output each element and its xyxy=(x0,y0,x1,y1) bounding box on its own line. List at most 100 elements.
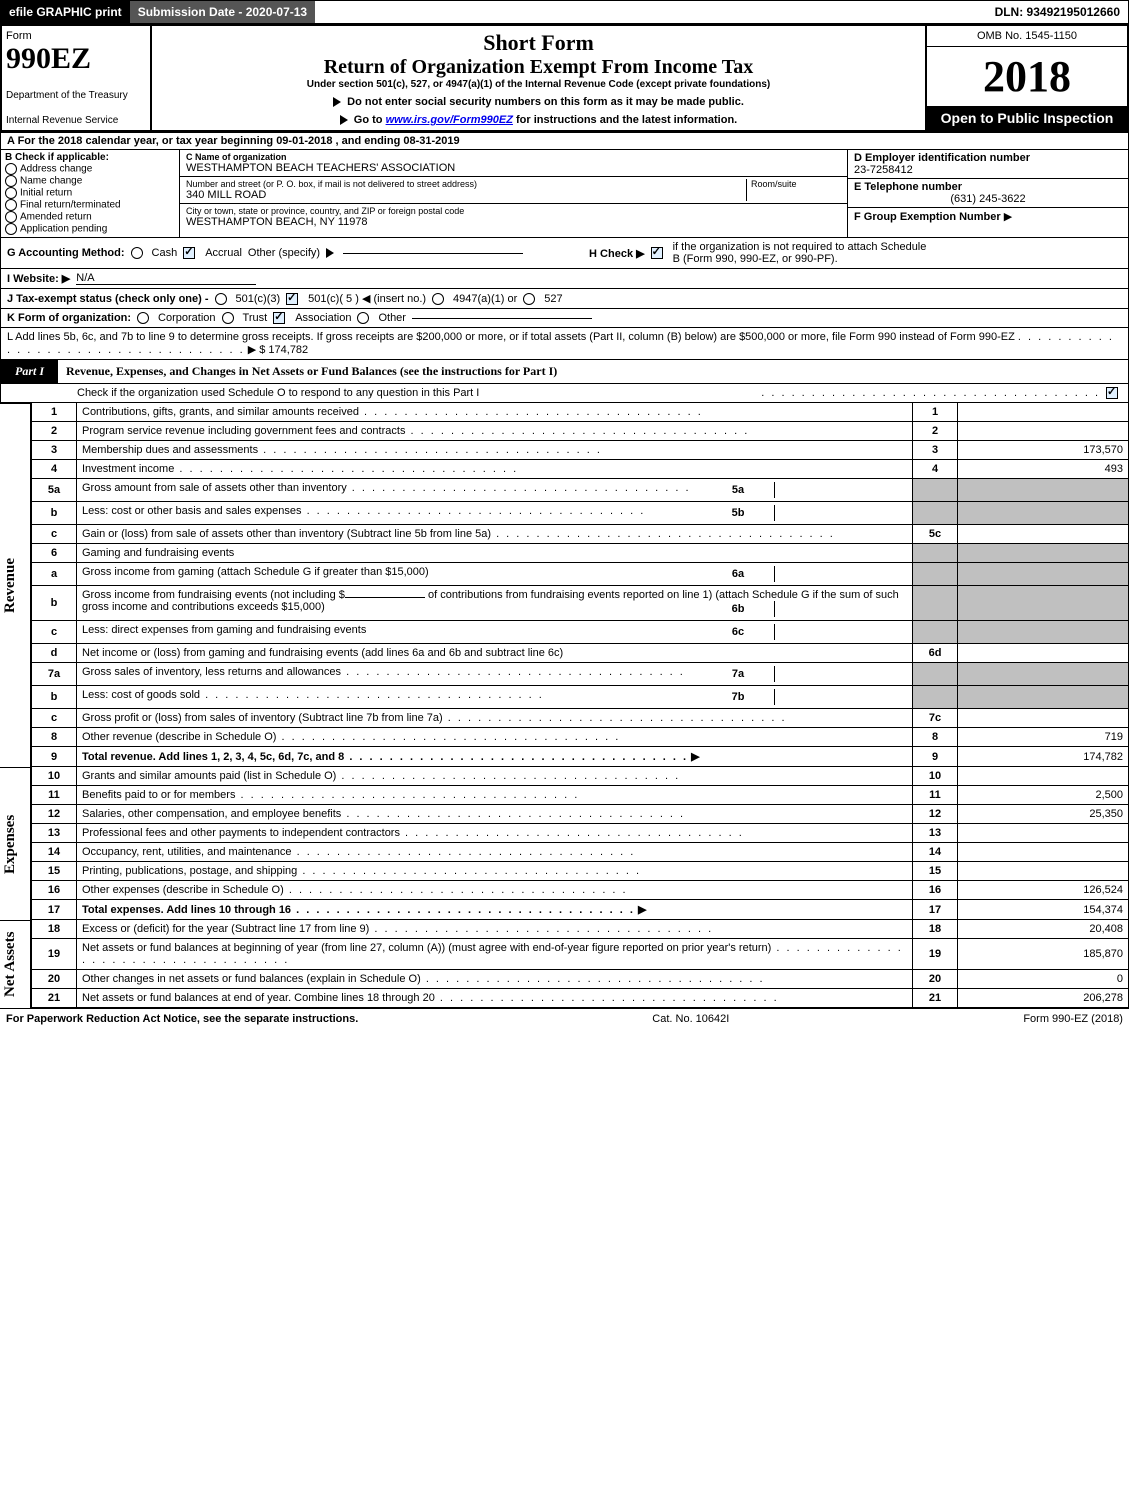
line-4-amt: 493 xyxy=(958,460,1129,479)
line-21: 21Net assets or fund balances at end of … xyxy=(32,989,1129,1008)
line-2: 2Program service revenue including gover… xyxy=(32,422,1129,441)
line-3-amt: 173,570 xyxy=(958,441,1129,460)
box-l: L Add lines 5b, 6c, and 7b to line 9 to … xyxy=(0,328,1129,360)
line-6d: dNet income or (loss) from gaming and fu… xyxy=(32,644,1129,663)
k-corp-radio[interactable] xyxy=(137,312,149,324)
j-501c3-radio[interactable] xyxy=(215,293,227,305)
box-c: C Name of organization WESTHAMPTON BEACH… xyxy=(180,150,848,237)
line-19-amt: 185,870 xyxy=(958,939,1129,970)
line-7c: cGross profit or (loss) from sales of in… xyxy=(32,709,1129,728)
line-12-amt: 25,350 xyxy=(958,805,1129,824)
address-change-checkbox[interactable] xyxy=(5,163,17,175)
box-i: I Website: ▶ N/A xyxy=(0,269,1129,289)
initial-return-checkbox[interactable] xyxy=(5,187,17,199)
box-j: J Tax-exempt status (check only one) - 5… xyxy=(0,289,1129,309)
top-bar: efile GRAPHIC print Submission Date - 20… xyxy=(0,0,1129,24)
line-20-amt: 0 xyxy=(958,970,1129,989)
line-5a: 5aGross amount from sale of assets other… xyxy=(32,479,1129,502)
line-17-amt: 154,374 xyxy=(958,900,1129,920)
arrow-icon xyxy=(333,97,341,107)
header-subtitle: Under section 501(c), 527, or 4947(a)(1)… xyxy=(156,79,921,90)
k-other-radio[interactable] xyxy=(357,312,369,324)
name-change-checkbox[interactable] xyxy=(5,175,17,187)
org-address: 340 MILL ROAD xyxy=(186,189,746,201)
irs-label: Internal Revenue Service xyxy=(6,115,146,126)
line-5c: cGain or (loss) from sale of assets othe… xyxy=(32,525,1129,544)
k-trust-radio[interactable] xyxy=(222,312,234,324)
cash-radio[interactable] xyxy=(131,247,143,259)
room-suite: Room/suite xyxy=(746,179,841,201)
line-10: 10Grants and similar amounts paid (list … xyxy=(32,767,1129,786)
short-form-title: Short Form xyxy=(156,30,921,56)
line-3: 3Membership dues and assessments3173,570 xyxy=(32,441,1129,460)
line-20: 20Other changes in net assets or fund ba… xyxy=(32,970,1129,989)
line-8-amt: 719 xyxy=(958,728,1129,747)
website-value: N/A xyxy=(76,272,256,285)
k-assoc-checkbox[interactable] xyxy=(273,312,285,324)
line-9: 9Total revenue. Add lines 1, 2, 3, 4, 5c… xyxy=(32,747,1129,767)
cat-number: Cat. No. 10642I xyxy=(652,1013,729,1025)
open-to-public: Open to Public Inspection xyxy=(927,106,1127,130)
dln: DLN: 93492195012660 xyxy=(987,1,1128,23)
note-no-ssn: Do not enter social security numbers on … xyxy=(347,96,744,108)
j-4947-radio[interactable] xyxy=(432,293,444,305)
amended-return-checkbox[interactable] xyxy=(5,211,17,223)
application-pending-checkbox[interactable] xyxy=(5,223,17,235)
box-k: K Form of organization: Corporation Trus… xyxy=(0,309,1129,328)
line-18-amt: 20,408 xyxy=(958,920,1129,939)
line-14: 14Occupancy, rent, utilities, and mainte… xyxy=(32,843,1129,862)
arrow-icon xyxy=(340,115,348,125)
j-501c-checkbox[interactable] xyxy=(286,293,298,305)
org-name: WESTHAMPTON BEACH TEACHERS' ASSOCIATION xyxy=(186,162,841,174)
revenue-side-label: Revenue xyxy=(0,403,31,767)
tax-year: 2018 xyxy=(927,47,1127,106)
omb-number: OMB No. 1545-1150 xyxy=(927,26,1127,47)
schedule-b-checkbox[interactable] xyxy=(651,247,663,259)
telephone: (631) 245-3622 xyxy=(854,193,1122,205)
line-8: 8Other revenue (describe in Schedule O)8… xyxy=(32,728,1129,747)
efile-label: efile GRAPHIC print xyxy=(1,1,130,23)
line-7a: 7aGross sales of inventory, less returns… xyxy=(32,663,1129,686)
box-f-label: F Group Exemption Number xyxy=(854,211,1001,223)
box-a-period: A For the 2018 calendar year, or tax yea… xyxy=(0,132,1129,150)
identity-block: B Check if applicable: Address change Na… xyxy=(0,150,1129,238)
line-6c: cLess: direct expenses from gaming and f… xyxy=(32,621,1129,644)
form-page-label: Form 990-EZ (2018) xyxy=(1023,1013,1123,1025)
irs-link[interactable]: www.irs.gov/Form990EZ xyxy=(386,114,513,126)
part-1-check: Check if the organization used Schedule … xyxy=(0,384,1129,403)
j-527-radio[interactable] xyxy=(523,293,535,305)
net-assets-section: Net Assets 18Excess or (deficit) for the… xyxy=(0,920,1129,1008)
submission-date: Submission Date - 2020-07-13 xyxy=(130,1,315,23)
page-footer: For Paperwork Reduction Act Notice, see … xyxy=(0,1008,1129,1029)
line-18: 18Excess or (deficit) for the year (Subt… xyxy=(32,920,1129,939)
line-1: 1Contributions, gifts, grants, and simil… xyxy=(32,403,1129,422)
line-21-amt: 206,278 xyxy=(958,989,1129,1008)
revenue-table: 1Contributions, gifts, grants, and simil… xyxy=(31,403,1129,767)
note-goto-prefix: Go to xyxy=(354,114,386,126)
net-assets-table: 18Excess or (deficit) for the year (Subt… xyxy=(31,920,1129,1008)
box-e-label: E Telephone number xyxy=(854,181,1122,193)
expenses-side-label: Expenses xyxy=(0,767,31,920)
line-13: 13Professional fees and other payments t… xyxy=(32,824,1129,843)
return-title: Return of Organization Exempt From Incom… xyxy=(156,56,921,79)
expenses-section: Expenses 10Grants and similar amounts pa… xyxy=(0,767,1129,920)
line-15: 15Printing, publications, postage, and s… xyxy=(32,862,1129,881)
line-9-amt: 174,782 xyxy=(958,747,1129,767)
line-7b: bLess: cost of goods sold7b xyxy=(32,686,1129,709)
final-return-checkbox[interactable] xyxy=(5,199,17,211)
line-16: 16Other expenses (describe in Schedule O… xyxy=(32,881,1129,900)
box-d-label: D Employer identification number xyxy=(854,152,1122,164)
part-1-header: Part I Revenue, Expenses, and Changes in… xyxy=(0,360,1129,384)
arrow-icon xyxy=(326,248,334,258)
line-11-amt: 2,500 xyxy=(958,786,1129,805)
accrual-checkbox[interactable] xyxy=(183,247,195,259)
line-17: 17Total expenses. Add lines 10 through 1… xyxy=(32,900,1129,920)
form-label: Form xyxy=(6,30,146,42)
line-6a: aGross income from gaming (attach Schedu… xyxy=(32,563,1129,586)
schedule-o-checkbox[interactable] xyxy=(1106,387,1118,399)
note-goto-suffix: for instructions and the latest informat… xyxy=(516,114,737,126)
expenses-table: 10Grants and similar amounts paid (list … xyxy=(31,767,1129,920)
dept-treasury: Department of the Treasury xyxy=(6,90,146,101)
line-5b: bLess: cost or other basis and sales exp… xyxy=(32,502,1129,525)
form-number: 990EZ xyxy=(6,42,146,76)
